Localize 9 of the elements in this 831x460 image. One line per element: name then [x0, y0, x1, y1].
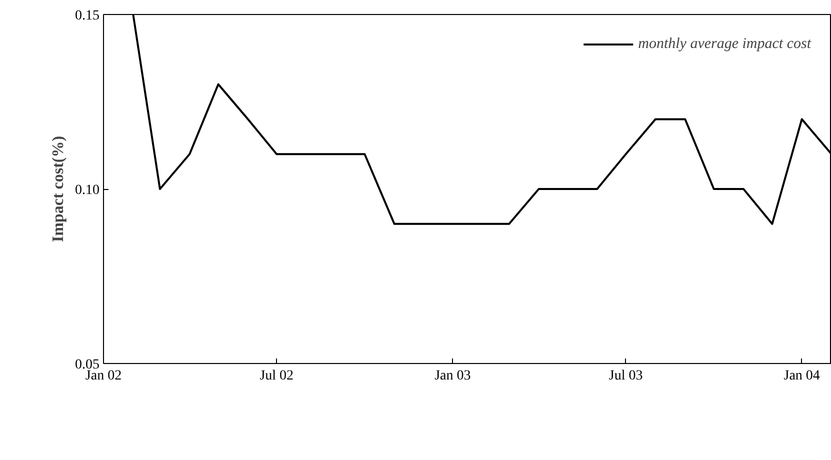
legend-label: monthly average impact cost	[638, 36, 811, 52]
x-tick-label: Jul 03	[608, 368, 643, 384]
x-tick-label: Jan 02	[85, 368, 122, 384]
y-tick-label: 0.15	[75, 8, 100, 24]
y-axis-title: Impact cost(%)	[50, 136, 67, 242]
y-tick-label: 0.10	[75, 183, 100, 198]
x-tick-label: Jan 04	[784, 368, 820, 384]
x-tick-label: Jul 02	[260, 368, 294, 384]
x-tick-label: Jan 03	[434, 368, 471, 384]
